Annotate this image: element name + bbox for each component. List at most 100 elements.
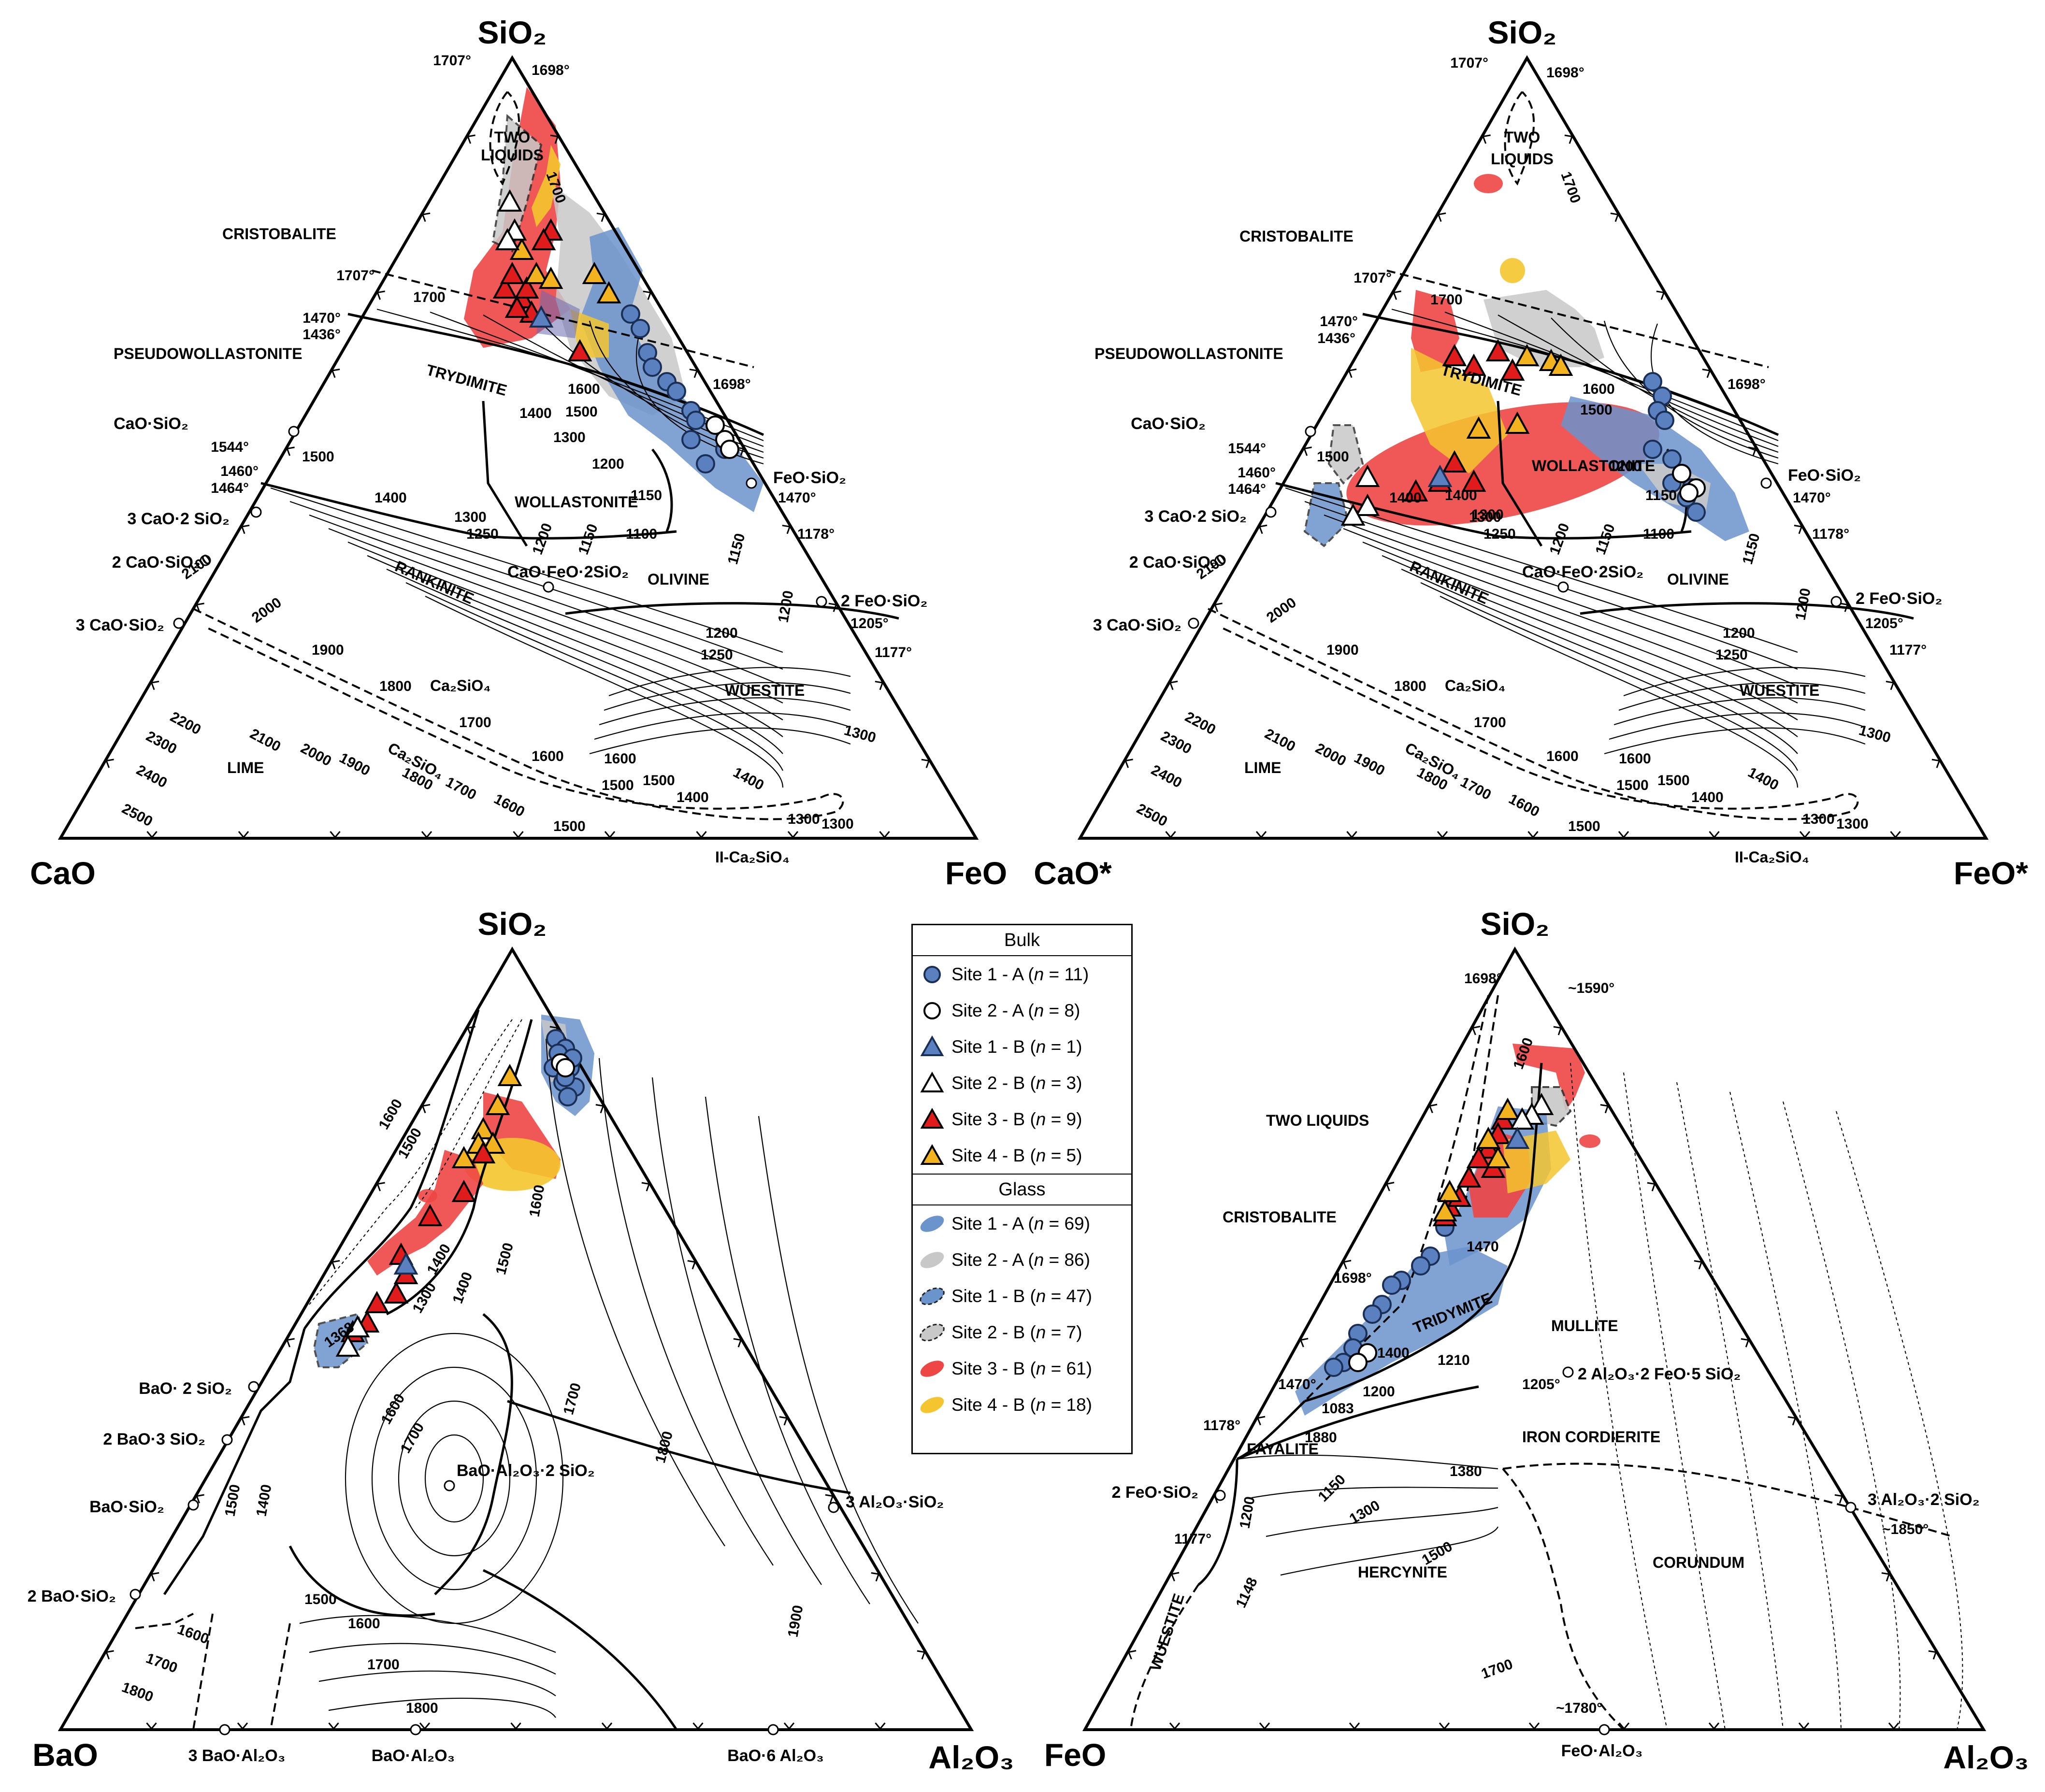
p2-temp-7: 1464° [1228,481,1266,497]
p2-marker-site3-b [1500,358,1525,381]
legend-item-n: n [1036,1358,1046,1378]
p2-axis-tick [1702,368,1711,378]
p2-isotherm [1382,555,1798,737]
p3-boundary [163,1328,306,1595]
p1-axis-tick [696,831,707,839]
p2-axis-tick [1482,134,1491,144]
p2-axis-tick [1393,290,1401,300]
triangle-icon [913,1065,951,1101]
p1-isotherm [599,697,851,726]
p2-temp-22: 1500 [1317,449,1349,465]
p1-axis-tick [286,446,295,456]
legend-item-count: = 69) [1044,1213,1090,1233]
p1-phase-trydimite: TRYDIMITE [424,361,509,399]
p1-temp-20: 1150 [631,487,662,503]
p4-isotherm [1280,1526,1498,1576]
p1-axis-tick [550,134,559,144]
p1-marker-site1-b [529,305,554,328]
p2-isotherm [1623,667,1866,697]
p3-isotherm [545,1038,725,1547]
p4-marker-site4-b [1437,1179,1462,1202]
p1-wollastonite-side [482,401,528,547]
p2-temp-54: 1500 [1657,773,1690,788]
p2-isotherm [1609,712,1866,740]
p2-axis-tick [1527,831,1539,839]
p2-temp-43: 2300 [1158,728,1194,757]
p1-isotherm [270,487,783,653]
p2-cristobalite-boundary [1386,270,1769,368]
p3-axis-tick [196,1494,204,1504]
p2-temp-16: 1500 [1580,402,1613,418]
legend-item-n: n [1036,1286,1046,1306]
compound-point [200,555,211,566]
legend-item-n: n [1036,1073,1046,1093]
p2-marker-site3-b [1461,469,1486,492]
p4-axis-tick [1647,1182,1656,1191]
legend-glass-item: Site 1 - A (n = 69) [913,1205,1131,1242]
legend-item-label: Site 1 - A (n = 69) [951,1214,1090,1234]
p4-phase-4: IRON CORDIERITE [1522,1428,1660,1446]
p2-axis-tick [1348,368,1357,378]
legend-item-count: = 8) [1044,1000,1080,1020]
p1-isotherm [589,727,851,755]
legend-item-count: = 1) [1046,1036,1082,1057]
legend-item-site: Site 1 - B ( [951,1036,1036,1057]
p1-temp-0: 1707° [433,53,471,69]
p3-marker-site4-b [485,1092,510,1115]
p2-temp-0: 1707° [1450,55,1488,71]
p4-temp-8: ~1780° [1556,1700,1602,1716]
legend-item-label: Site 1 - B (n = 1) [951,1037,1082,1057]
p2-phase-liquids: LIQUIDS [1491,150,1554,168]
p3-axis-tick [419,1722,431,1730]
p2-axis-tick [1748,446,1757,456]
p2-compound-3cao2sio2: 3 CaO·2 SiO₂ [1144,507,1247,526]
p3-isotherm-ring [398,1400,511,1557]
p3-temp-11: 1900 [785,1604,806,1638]
p1-marker-site3-b [500,261,525,284]
p1-marker-site4-b [582,261,607,284]
p4-axis-tick [1471,1026,1481,1035]
p2-marker-site4-b [1466,416,1491,439]
p1-temp-29: 1200 [775,589,796,624]
p4-isotherm [1836,1111,1963,1730]
p1-temp-23: 1400 [374,490,407,506]
p2-temp-9: 1470° [1793,490,1831,506]
p3-axis-tick [783,1722,795,1730]
p3-dashed [270,1623,291,1730]
compound-point [1188,617,1199,629]
p3-marker-site1-a [558,1087,577,1106]
p4-phase-8: WUESTITE [1146,1591,1187,1673]
p1-temp-24: 1300 [454,509,487,525]
p1-two-liquids-boundary [489,91,520,186]
p1-temp-31: 1250 [701,647,733,663]
p4-axis-tick [1834,1494,1843,1504]
p1-axis-tick [596,213,605,222]
legend-item-label: Site 2 - B (n = 3) [951,1073,1082,1093]
p4-isotherm [1570,1062,1668,1730]
p3-axis-tick [601,1722,613,1730]
p2-phase-rankinite: RANKINITE [1407,558,1491,608]
p2-temp-27: 1150 [1593,522,1618,557]
p1-temp-32: 1300 [842,722,878,746]
p1-phase-two: TWO [494,129,531,146]
p2-marker-site1-a [1686,502,1706,522]
compound-point [173,617,185,629]
p2-compound-feosio2: FeO·SiO₂ [1788,466,1861,485]
p4-marker-site1-a [1411,1256,1430,1276]
p3-compound-7: BaO·Al₂O₃·2 SiO₂ [457,1462,595,1480]
p1-temp-7: 1464° [211,480,249,496]
p3-temp-5: 1500 [493,1241,517,1276]
legend-item-count: = 7) [1046,1322,1082,1342]
p4-axis-tick [1428,1104,1438,1114]
legend-item-site: Site 4 - B ( [951,1145,1036,1165]
compound-point [1305,426,1316,437]
p4-marker-site4-b [1495,1097,1520,1120]
p2-marker-site3-b [1461,353,1486,376]
p2-marker-site3-b [1403,479,1428,502]
p4-corner-top: SiO₂ [1480,906,1549,942]
p3-corner-top: SiO₂ [477,906,547,942]
p1-temp-39: 1500 [602,777,634,793]
legend-item-site: Site 2 - A ( [951,1000,1034,1020]
p3-isotherm [318,1670,556,1696]
p1-axis-tick [146,831,158,839]
